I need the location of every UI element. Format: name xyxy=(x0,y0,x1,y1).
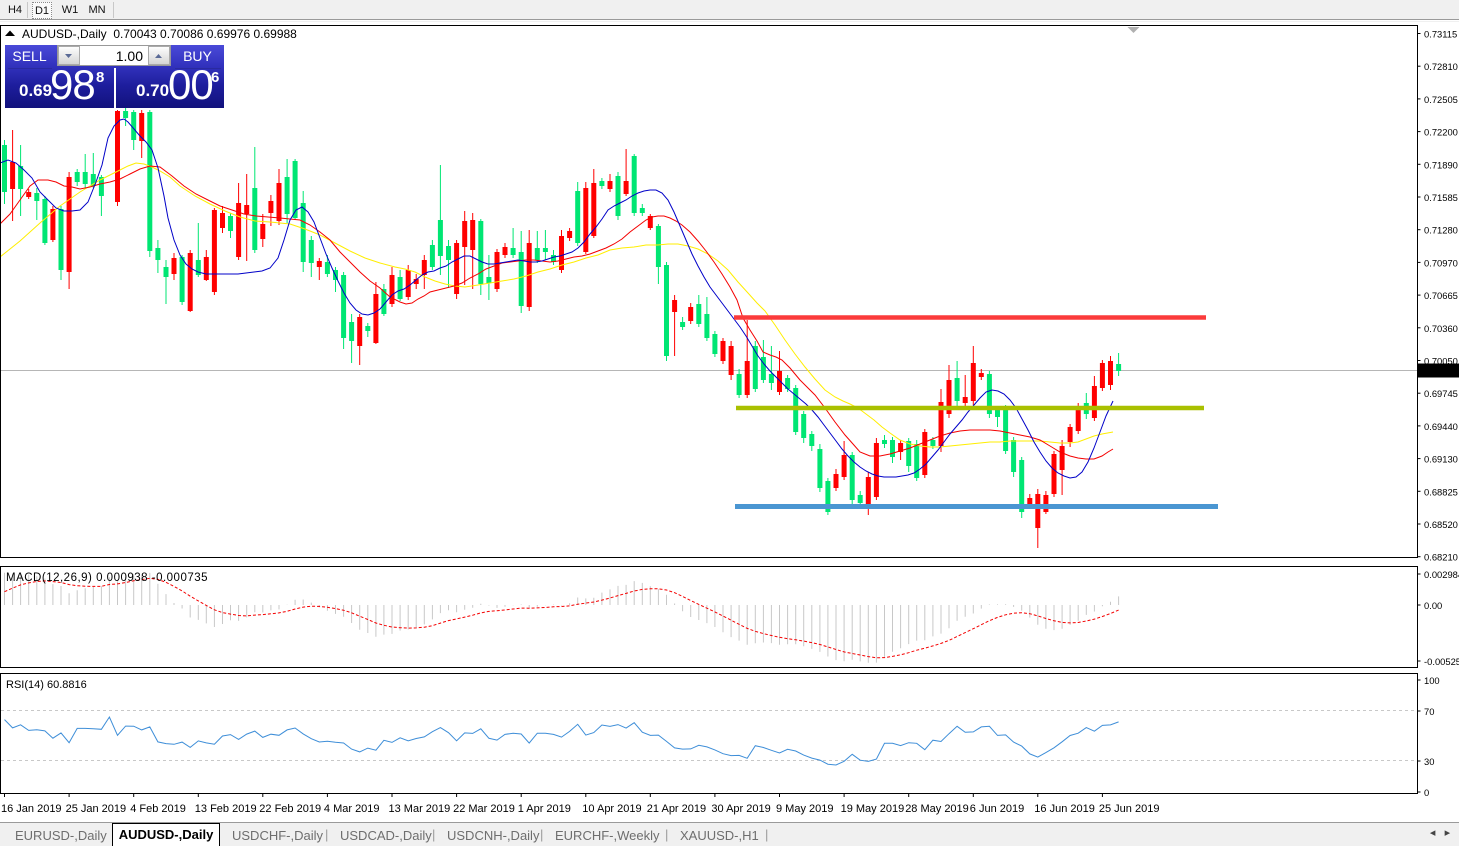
svg-text:0.70360: 0.70360 xyxy=(1424,323,1458,334)
svg-text:4 Feb 2019: 4 Feb 2019 xyxy=(130,803,186,815)
svg-text:0.69988: 0.69988 xyxy=(1424,366,1458,377)
svg-text:-0.005256: -0.005256 xyxy=(1424,656,1459,667)
svg-text:AUDUSD-,Daily 0.70043 0.70086: AUDUSD-,Daily 0.70043 0.70086 0.69976 0.… xyxy=(22,27,297,41)
svg-text:0.69440: 0.69440 xyxy=(1424,421,1458,432)
svg-text:MACD(12,26,9) 0.000938 -0.0007: MACD(12,26,9) 0.000938 -0.000735 xyxy=(6,572,208,584)
svg-text:13 Mar 2019: 13 Mar 2019 xyxy=(389,803,451,815)
svg-text:9 May 2019: 9 May 2019 xyxy=(776,803,833,815)
svg-text:0.69745: 0.69745 xyxy=(1424,388,1458,399)
svg-text:0.68520: 0.68520 xyxy=(1424,519,1458,530)
svg-text:19 May 2019: 19 May 2019 xyxy=(841,803,905,815)
svg-text:0.69130: 0.69130 xyxy=(1424,454,1458,465)
svg-text:30: 30 xyxy=(1424,756,1434,767)
svg-text:1 Apr 2019: 1 Apr 2019 xyxy=(518,803,571,815)
svg-text:100: 100 xyxy=(1424,675,1440,686)
svg-text:0.68825: 0.68825 xyxy=(1424,486,1458,497)
svg-text:16 Jan 2019: 16 Jan 2019 xyxy=(1,803,62,815)
svg-text:10 Apr 2019: 10 Apr 2019 xyxy=(582,803,641,815)
svg-text:28 May 2019: 28 May 2019 xyxy=(905,803,969,815)
svg-text:0.70050: 0.70050 xyxy=(1424,356,1458,367)
svg-text:22 Mar 2019: 22 Mar 2019 xyxy=(453,803,515,815)
svg-text:0: 0 xyxy=(1424,787,1429,798)
svg-text:25 Jun 2019: 25 Jun 2019 xyxy=(1099,803,1160,815)
svg-text:13 Feb 2019: 13 Feb 2019 xyxy=(195,803,257,815)
svg-text:0.71585: 0.71585 xyxy=(1424,192,1458,203)
svg-text:0.00: 0.00 xyxy=(1424,600,1442,611)
svg-text:0.68210: 0.68210 xyxy=(1424,552,1458,563)
svg-text:0.71890: 0.71890 xyxy=(1424,159,1458,170)
svg-text:16 Jun 2019: 16 Jun 2019 xyxy=(1034,803,1095,815)
svg-text:0.002984: 0.002984 xyxy=(1424,569,1459,580)
svg-text:0.72810: 0.72810 xyxy=(1424,61,1458,72)
svg-text:25 Jan 2019: 25 Jan 2019 xyxy=(66,803,127,815)
svg-text:4 Mar 2019: 4 Mar 2019 xyxy=(324,803,380,815)
svg-text:21 Apr 2019: 21 Apr 2019 xyxy=(647,803,706,815)
svg-text:30 Apr 2019: 30 Apr 2019 xyxy=(711,803,770,815)
svg-text:70: 70 xyxy=(1424,706,1434,717)
svg-text:0.70665: 0.70665 xyxy=(1424,290,1458,301)
svg-text:22 Feb 2019: 22 Feb 2019 xyxy=(259,803,321,815)
svg-text:0.72200: 0.72200 xyxy=(1424,127,1458,138)
svg-text:0.71280: 0.71280 xyxy=(1424,225,1458,236)
svg-text:6 Jun 2019: 6 Jun 2019 xyxy=(970,803,1024,815)
svg-text:0.73115: 0.73115 xyxy=(1424,29,1457,40)
svg-text:0.70970: 0.70970 xyxy=(1424,257,1458,268)
svg-text:RSI(14) 60.8816: RSI(14) 60.8816 xyxy=(6,679,87,691)
svg-text:0.72505: 0.72505 xyxy=(1424,94,1458,105)
